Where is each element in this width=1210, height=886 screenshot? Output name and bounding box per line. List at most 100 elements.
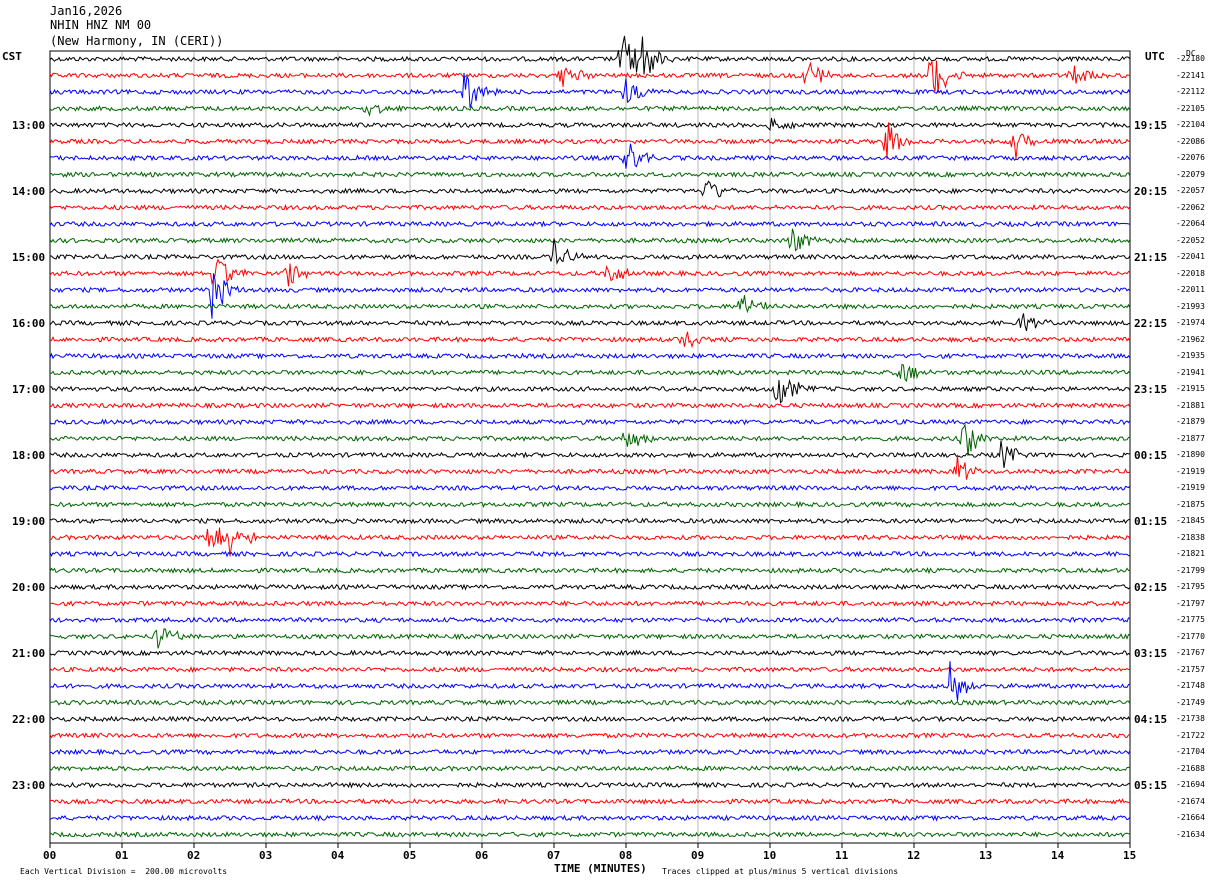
dc-offset-label-4: -22104 <box>1176 120 1205 129</box>
dc-offset-label-38: -21748 <box>1176 681 1205 690</box>
dc-offset-label-8: -22057 <box>1176 186 1205 195</box>
trace-1 <box>49 60 1131 94</box>
right-hour-label-10: 05:15 <box>1134 779 1168 792</box>
trace-42 <box>49 748 1131 756</box>
trace-5 <box>49 122 1131 160</box>
x-tick-label-8: 08 <box>619 849 633 862</box>
trace-20 <box>50 378 1131 404</box>
trace-2 <box>49 72 1131 108</box>
trace-10 <box>49 220 1130 228</box>
right-hour-label-3: 22:15 <box>1134 317 1168 330</box>
x-tick-label-15: 15 <box>1123 849 1137 862</box>
x-tick-label-7: 07 <box>547 849 561 862</box>
x-tick-label-6: 06 <box>475 849 489 862</box>
left-hour-label-10: 23:00 <box>12 779 46 792</box>
dc-offset-label-20: -21915 <box>1176 384 1205 393</box>
trace-15 <box>49 295 1131 314</box>
dc-offset-label-27: -21875 <box>1176 499 1205 509</box>
left-hour-label-2: 15:00 <box>12 251 46 264</box>
left-hour-label-5: 18:00 <box>12 449 46 462</box>
x-axis-title: TIME (MINUTES) <box>554 862 647 875</box>
trace-38 <box>49 661 1131 701</box>
trace-47 <box>49 831 1131 839</box>
dc-offset-label-16: -21974 <box>1176 318 1205 327</box>
trace-36 <box>49 649 1131 657</box>
trace-26 <box>49 484 1131 492</box>
trace-37 <box>49 665 1131 674</box>
left-hour-label-1: 14:00 <box>12 185 46 198</box>
trace-14 <box>49 273 1131 319</box>
left-hour-label-4: 17:00 <box>12 383 46 396</box>
dc-offset-label-5: -22086 <box>1176 136 1205 146</box>
dc-offset-label-36: -21767 <box>1176 648 1205 657</box>
dc-offset-label-22: -21879 <box>1176 417 1205 426</box>
trace-28 <box>49 517 1130 525</box>
trace-6 <box>49 143 1131 169</box>
x-axis-ticks <box>49 843 1131 848</box>
dc-offset-label-32: -21795 <box>1176 582 1205 591</box>
trace-34 <box>49 616 1131 624</box>
left-hour-label-9: 22:00 <box>12 713 46 726</box>
plot-frame <box>49 50 1131 844</box>
trace-30 <box>49 550 1131 558</box>
left-hour-label-6: 19:00 <box>12 515 46 528</box>
dc-offset-label-14: -22011 <box>1176 285 1205 294</box>
right-hour-label-0: 19:15 <box>1134 119 1168 132</box>
trace-32 <box>49 583 1131 591</box>
trace-31 <box>49 567 1131 575</box>
x-tick-label-1: 01 <box>115 849 129 862</box>
dc-offset-label-46: -21664 <box>1176 813 1205 822</box>
trace-11 <box>49 228 1131 252</box>
right-hour-label-7: 02:15 <box>1134 581 1168 594</box>
left-hour-label-0: 13:00 <box>12 119 46 132</box>
trace-41 <box>49 732 1131 740</box>
dc-offset-label-31: -21799 <box>1176 565 1205 575</box>
dc-offset-label-21: -21881 <box>1176 400 1205 410</box>
trace-44 <box>49 781 1131 789</box>
dc-offset-label-1: -22141 <box>1176 70 1205 80</box>
trace-8 <box>49 180 1131 198</box>
x-tick-label-12: 12 <box>907 849 921 862</box>
left-hour-label-7: 20:00 <box>12 581 46 594</box>
dc-offset-label-33: -21797 <box>1176 598 1205 608</box>
dc-offset-label-0: -22180 <box>1176 54 1205 63</box>
trace-29 <box>49 527 1131 557</box>
x-tick-label-9: 09 <box>691 849 705 862</box>
x-tick-label-11: 11 <box>835 849 849 862</box>
dc-offset-label-13: -22018 <box>1176 268 1205 278</box>
dc-offset-label-6: -22076 <box>1176 153 1205 162</box>
x-tick-label-2: 02 <box>187 849 201 862</box>
trace-24 <box>49 440 1130 468</box>
left-hour-label-8: 21:00 <box>12 647 46 660</box>
dc-offset-label-35: -21770 <box>1176 631 1205 641</box>
trace-7 <box>49 171 1131 178</box>
header-location: (New Harmony, IN (CERI)) <box>50 34 224 48</box>
x-tick-label-14: 14 <box>1051 849 1065 862</box>
x-tick-label-3: 03 <box>259 849 273 862</box>
dc-offset-label-2: -22112 <box>1176 87 1205 96</box>
dc-offset-label-41: -21722 <box>1176 730 1205 740</box>
right-hour-label-6: 01:15 <box>1134 515 1168 528</box>
dc-offset-label-9: -22062 <box>1176 202 1205 212</box>
dc-offset-label-23: -21877 <box>1176 433 1205 443</box>
dc-offset-label-42: -21704 <box>1176 747 1205 756</box>
trace-33 <box>49 600 1131 608</box>
right-hour-label-8: 03:15 <box>1134 647 1168 660</box>
dc-offset-label-45: -21674 <box>1176 796 1205 806</box>
trace-0 <box>49 35 1131 75</box>
trace-12 <box>50 238 1131 266</box>
x-tick-label-4: 04 <box>331 849 345 862</box>
dc-offset-label-30: -21821 <box>1176 549 1205 558</box>
dc-offset-label-17: -21962 <box>1176 334 1205 344</box>
x-tick-label-13: 13 <box>979 849 993 862</box>
trace-39 <box>50 699 1131 706</box>
seismic-traces <box>49 35 1131 839</box>
footer-scale-note: Each Vertical Division = 200.00 microvol… <box>20 867 228 876</box>
dc-offset-label-26: -21919 <box>1176 483 1205 492</box>
dc-offset-label-25: -21919 <box>1176 466 1205 476</box>
header-date: Jan16,2026 <box>50 4 123 18</box>
trace-25 <box>49 454 1131 480</box>
trace-17 <box>49 331 1131 349</box>
left-timezone: CST <box>2 50 22 63</box>
